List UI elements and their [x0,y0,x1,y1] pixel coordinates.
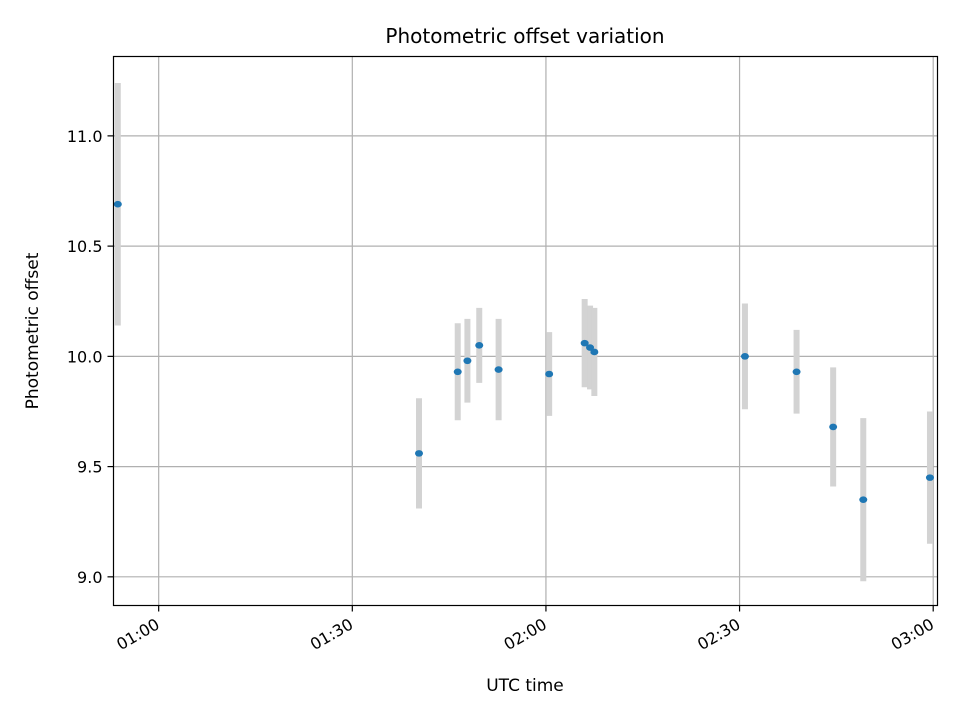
data-point [415,450,424,457]
grid [113,56,938,606]
y-tick-label: 10.0 [67,347,103,366]
data-point [859,496,868,503]
y-tick-label: 9.5 [77,458,102,477]
data-point [580,339,589,347]
data-point [590,348,599,356]
plot-frame [112,55,939,607]
data-point [740,353,749,360]
data-point [545,370,554,378]
data-point [586,344,595,351]
y-tick-label: 10.5 [67,237,103,256]
data-point [792,368,801,376]
data-point [829,423,838,431]
data-point [475,342,484,349]
data-points [113,200,934,503]
data-point [925,474,934,481]
y-tick-label: 11.0 [67,127,103,146]
y-axis-label: Photometric offset [23,252,43,409]
data-point [494,366,503,373]
chart-title: Photometric offset variation [385,24,664,48]
data-point [463,357,472,365]
data-point [453,368,462,376]
data-point [113,200,122,208]
y-tick-label: 9.0 [77,568,102,587]
x-axis-label: UTC time [486,676,564,696]
